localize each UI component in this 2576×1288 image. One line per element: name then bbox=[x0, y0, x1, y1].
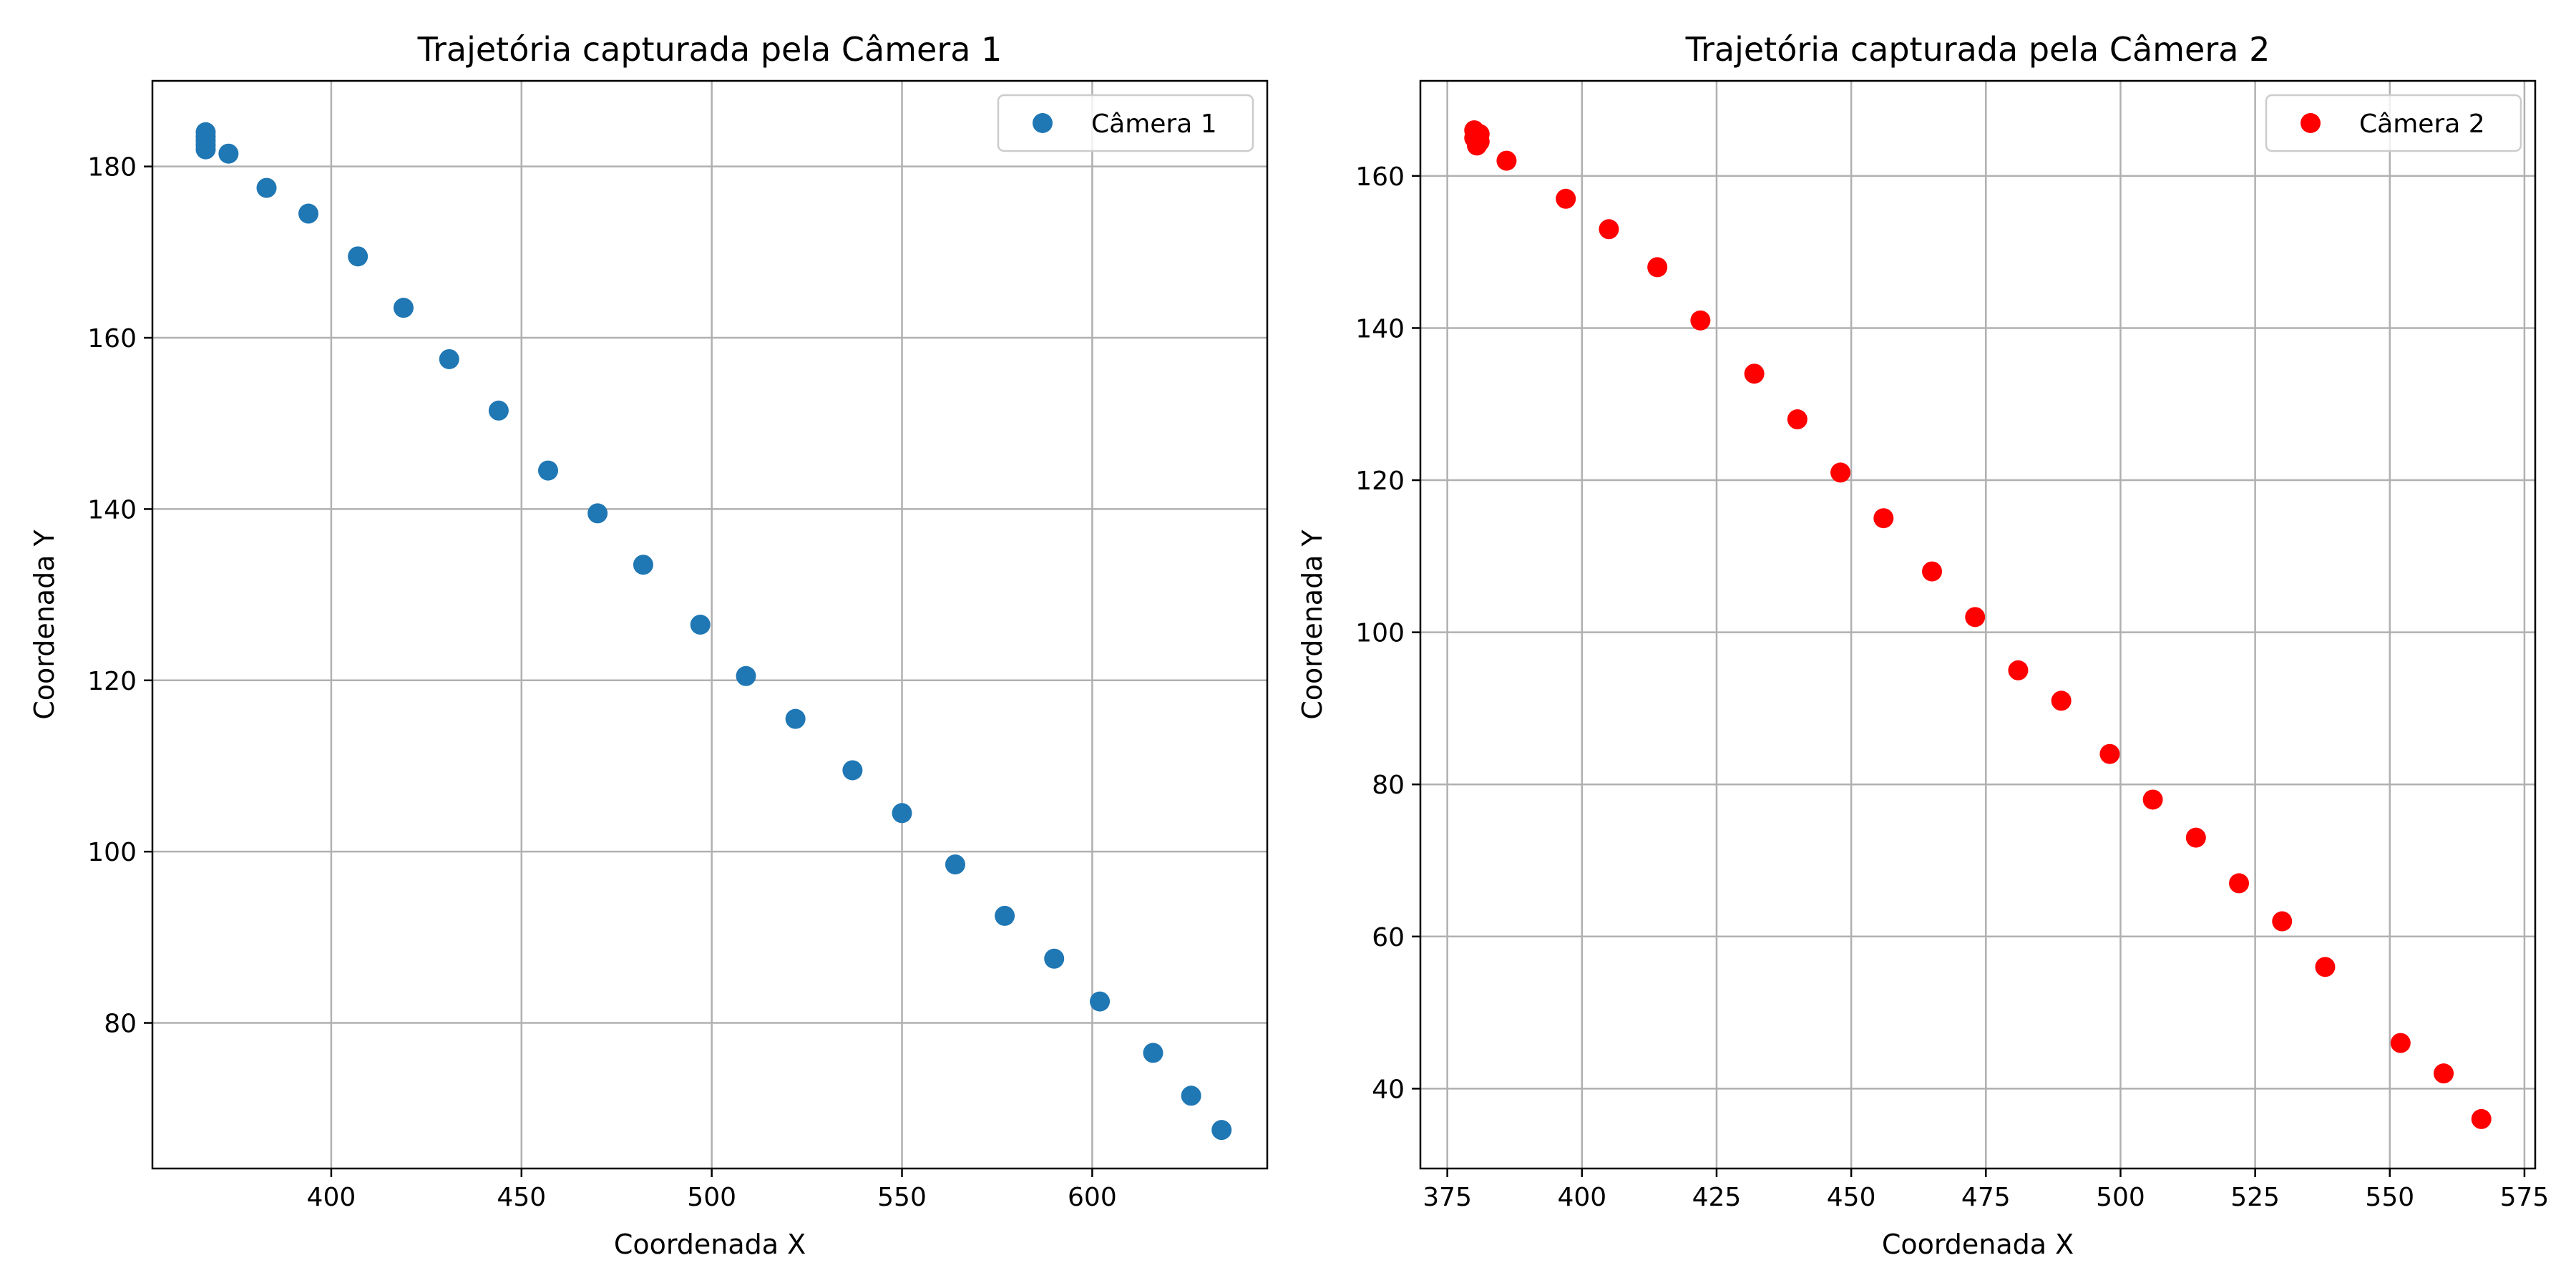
y-tick-label: 160 bbox=[87, 324, 137, 353]
legend-label: Câmera 1 bbox=[1091, 109, 1217, 139]
plot-frame bbox=[151, 79, 1269, 1170]
data-point bbox=[1787, 409, 1807, 430]
chart-panel-camera-2: 375 400 425 450 475 500 525 550 575 40 60 80 100 120 1… bbox=[1297, 30, 2549, 1260]
y-tick-label: 140 bbox=[1355, 314, 1405, 343]
legend-box bbox=[2265, 94, 2522, 152]
legend-label: Câmera 2 bbox=[2359, 109, 2485, 139]
y-tick-label: 40 bbox=[1372, 1075, 1405, 1104]
x-tick-label: 375 bbox=[1423, 1183, 1472, 1212]
data-point bbox=[1965, 607, 1986, 628]
data-point bbox=[218, 143, 239, 164]
data-point bbox=[1599, 219, 1619, 240]
y-tick-label: 120 bbox=[87, 667, 137, 696]
data-point bbox=[1181, 1085, 1201, 1106]
y-tick-label: 100 bbox=[87, 838, 137, 867]
data-point bbox=[1556, 188, 1576, 209]
x-axis-label: Coordenada X bbox=[1882, 1229, 2074, 1260]
data-point bbox=[348, 246, 369, 267]
legend: Câmera 1 bbox=[997, 94, 1254, 152]
data-point bbox=[2099, 743, 2120, 764]
data-point bbox=[256, 177, 277, 198]
data-point bbox=[587, 503, 608, 524]
x-tick-label: 500 bbox=[687, 1183, 736, 1212]
data-point bbox=[1647, 257, 1668, 278]
data-point bbox=[2390, 1033, 2411, 1053]
y-tick-label: 120 bbox=[1355, 467, 1405, 496]
y-tick-label: 160 bbox=[1355, 162, 1405, 192]
y-tick-label: 180 bbox=[87, 153, 137, 182]
data-point bbox=[1922, 561, 1943, 582]
data-point bbox=[785, 708, 806, 729]
data-point bbox=[2471, 1108, 2492, 1129]
data-point bbox=[195, 139, 216, 160]
data-point bbox=[2434, 1063, 2454, 1084]
data-point bbox=[1143, 1043, 1163, 1063]
data-point bbox=[488, 400, 509, 421]
y-axis-label: Coordenada Y bbox=[1297, 529, 1328, 719]
data-point bbox=[298, 203, 319, 224]
legend: Câmera 2 bbox=[2265, 94, 2522, 152]
data-point bbox=[633, 555, 653, 575]
legend-box bbox=[997, 94, 1254, 152]
y-tick-label: 140 bbox=[87, 495, 137, 525]
data-point bbox=[2185, 827, 2206, 848]
data-point bbox=[690, 615, 711, 635]
legend-marker bbox=[1033, 113, 1053, 133]
plot-frame bbox=[1419, 79, 2537, 1170]
chart-panel-camera-1: 400 450 500 550 600 80 100 120 140 160 180 Trajetó… bbox=[29, 30, 1269, 1260]
y-tick-label: 80 bbox=[104, 1010, 137, 1039]
data-point bbox=[393, 298, 414, 318]
data-point bbox=[1090, 991, 1111, 1012]
y-tick-label: 60 bbox=[1372, 923, 1405, 952]
data-point bbox=[2008, 660, 2029, 680]
data-point bbox=[2051, 691, 2072, 711]
x-tick-label: 550 bbox=[877, 1183, 927, 1212]
y-axis-label: Coordenada Y bbox=[29, 529, 60, 719]
data-point bbox=[1830, 462, 1851, 483]
data-point bbox=[1211, 1120, 1232, 1141]
data-point bbox=[1044, 948, 1065, 969]
x-tick-label: 400 bbox=[307, 1183, 356, 1212]
x-tick-label: 450 bbox=[1827, 1183, 1876, 1212]
legend-marker bbox=[2301, 113, 2321, 133]
data-point bbox=[538, 460, 559, 481]
x-tick-label: 475 bbox=[1961, 1183, 2011, 1212]
x-tick-label: 600 bbox=[1068, 1183, 1117, 1212]
x-tick-label: 425 bbox=[1692, 1183, 1742, 1212]
data-point bbox=[995, 905, 1015, 926]
data-point bbox=[892, 803, 912, 824]
data-point bbox=[2229, 873, 2250, 894]
chart-title: Trajetória capturada pela Câmera 2 bbox=[1685, 30, 2270, 69]
x-axis-label: Coordenada X bbox=[614, 1229, 806, 1260]
x-tick-label: 500 bbox=[2096, 1183, 2145, 1212]
data-point bbox=[1744, 364, 1765, 384]
chart-title: Trajetória capturada pela Câmera 1 bbox=[417, 30, 1002, 69]
data-point bbox=[439, 348, 459, 369]
data-point bbox=[945, 854, 965, 875]
y-tick-label: 80 bbox=[1372, 771, 1405, 800]
data-point bbox=[1496, 150, 1517, 171]
x-tick-label: 550 bbox=[2365, 1183, 2414, 1212]
data-point bbox=[1467, 135, 1488, 156]
data-point bbox=[842, 760, 863, 781]
data-point bbox=[1873, 508, 1894, 529]
x-tick-label: 400 bbox=[1557, 1183, 1606, 1212]
x-tick-label: 575 bbox=[2500, 1183, 2550, 1212]
x-tick-label: 450 bbox=[497, 1183, 546, 1212]
data-point bbox=[1690, 310, 1711, 331]
data-point bbox=[736, 665, 756, 686]
data-point bbox=[2315, 957, 2336, 977]
data-point bbox=[2272, 911, 2293, 932]
y-tick-label: 100 bbox=[1355, 619, 1405, 648]
x-tick-label: 525 bbox=[2230, 1183, 2280, 1212]
data-point bbox=[2142, 789, 2163, 810]
